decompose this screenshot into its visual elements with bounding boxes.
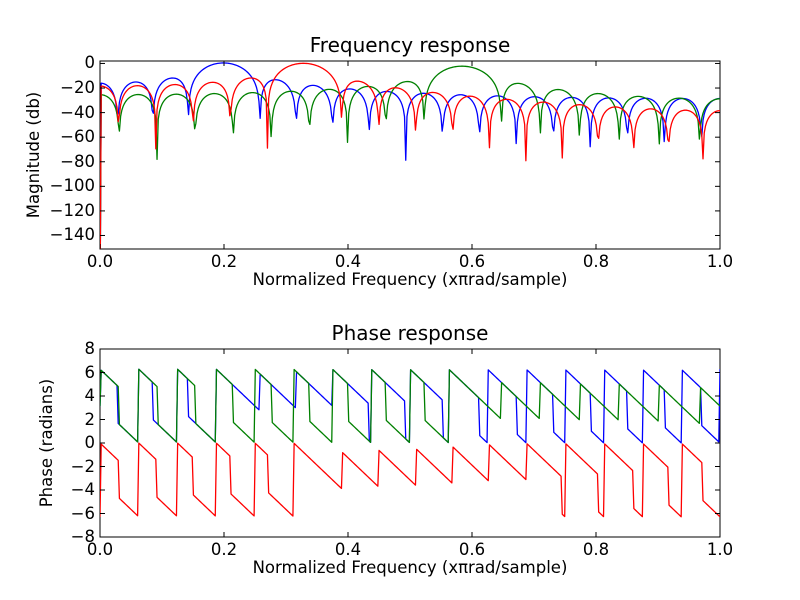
- phase-tick-marks: [99, 348, 721, 538]
- magnitude-plot-title: Frequency response: [309, 33, 511, 57]
- magnitude-series-2: [100, 65, 720, 249]
- magnitude-y-tick-label: −40: [60, 102, 95, 122]
- phase-series-3: [100, 442, 720, 518]
- magnitude-series-1: [100, 62, 720, 249]
- magnitude-y-tick-label: −60: [60, 127, 95, 147]
- phase-axes: [99, 348, 721, 538]
- phase-y-tick-label: 0: [84, 433, 96, 452]
- phase-x-tick-label: 0.0: [86, 540, 114, 559]
- phase-y-tick-label: −8: [70, 527, 95, 546]
- magnitude-y-tick-label: −140: [49, 225, 95, 245]
- phase-x-tick-label: 0.4: [334, 540, 362, 559]
- magnitude-y-tick-label: −100: [49, 176, 95, 196]
- magnitude-y-tick-label: −20: [60, 78, 95, 98]
- magnitude-x-tick-label: 0.6: [458, 252, 486, 271]
- phase-y-tick-label: −4: [70, 480, 95, 499]
- magnitude-tick-marks: [99, 61, 721, 249]
- phase-y-tick-label: −2: [70, 456, 95, 476]
- magnitude-x-tick-label: 0.8: [582, 252, 610, 271]
- phase-y-tick-label: 4: [84, 386, 96, 405]
- phase-curves: [100, 368, 720, 518]
- magnitude-series-3: [100, 62, 720, 249]
- magnitude-x-tick-label: 1.0: [706, 252, 734, 271]
- phase-x-tick-label: 0.6: [458, 540, 486, 559]
- magnitude-axes: [99, 60, 721, 250]
- magnitude-x-tick-label: 0.4: [334, 252, 362, 271]
- phase-x-tick-label: 0.8: [582, 540, 610, 559]
- magnitude-frame: [99, 60, 721, 250]
- magnitude-y-tick-label: 0: [84, 53, 96, 73]
- magnitude-curves: [100, 62, 720, 249]
- phase-plot-title: Phase response: [331, 321, 489, 345]
- phase-series-2: [100, 368, 720, 444]
- phase-y-tick-label: 2: [84, 409, 96, 429]
- magnitude-x-tick-label: 0.0: [86, 252, 114, 271]
- magnitude-y-tick-label: −80: [60, 151, 95, 171]
- phase-x-tick-label: 0.2: [210, 540, 238, 559]
- phase-y-tick-label: 8: [84, 339, 96, 358]
- magnitude-xaxis-label: Normalized Frequency (xπrad/sample): [252, 270, 568, 289]
- phase-xaxis-label: Normalized Frequency (xπrad/sample): [252, 558, 568, 577]
- magnitude-x-tick-label: 0.2: [210, 252, 238, 271]
- magnitude-y-tick-label: −120: [49, 200, 95, 220]
- phase-y-tick-label: 6: [84, 362, 96, 382]
- phase-x-tick-label: 1.0: [706, 540, 734, 559]
- phase-y-tick-label: −6: [70, 503, 95, 523]
